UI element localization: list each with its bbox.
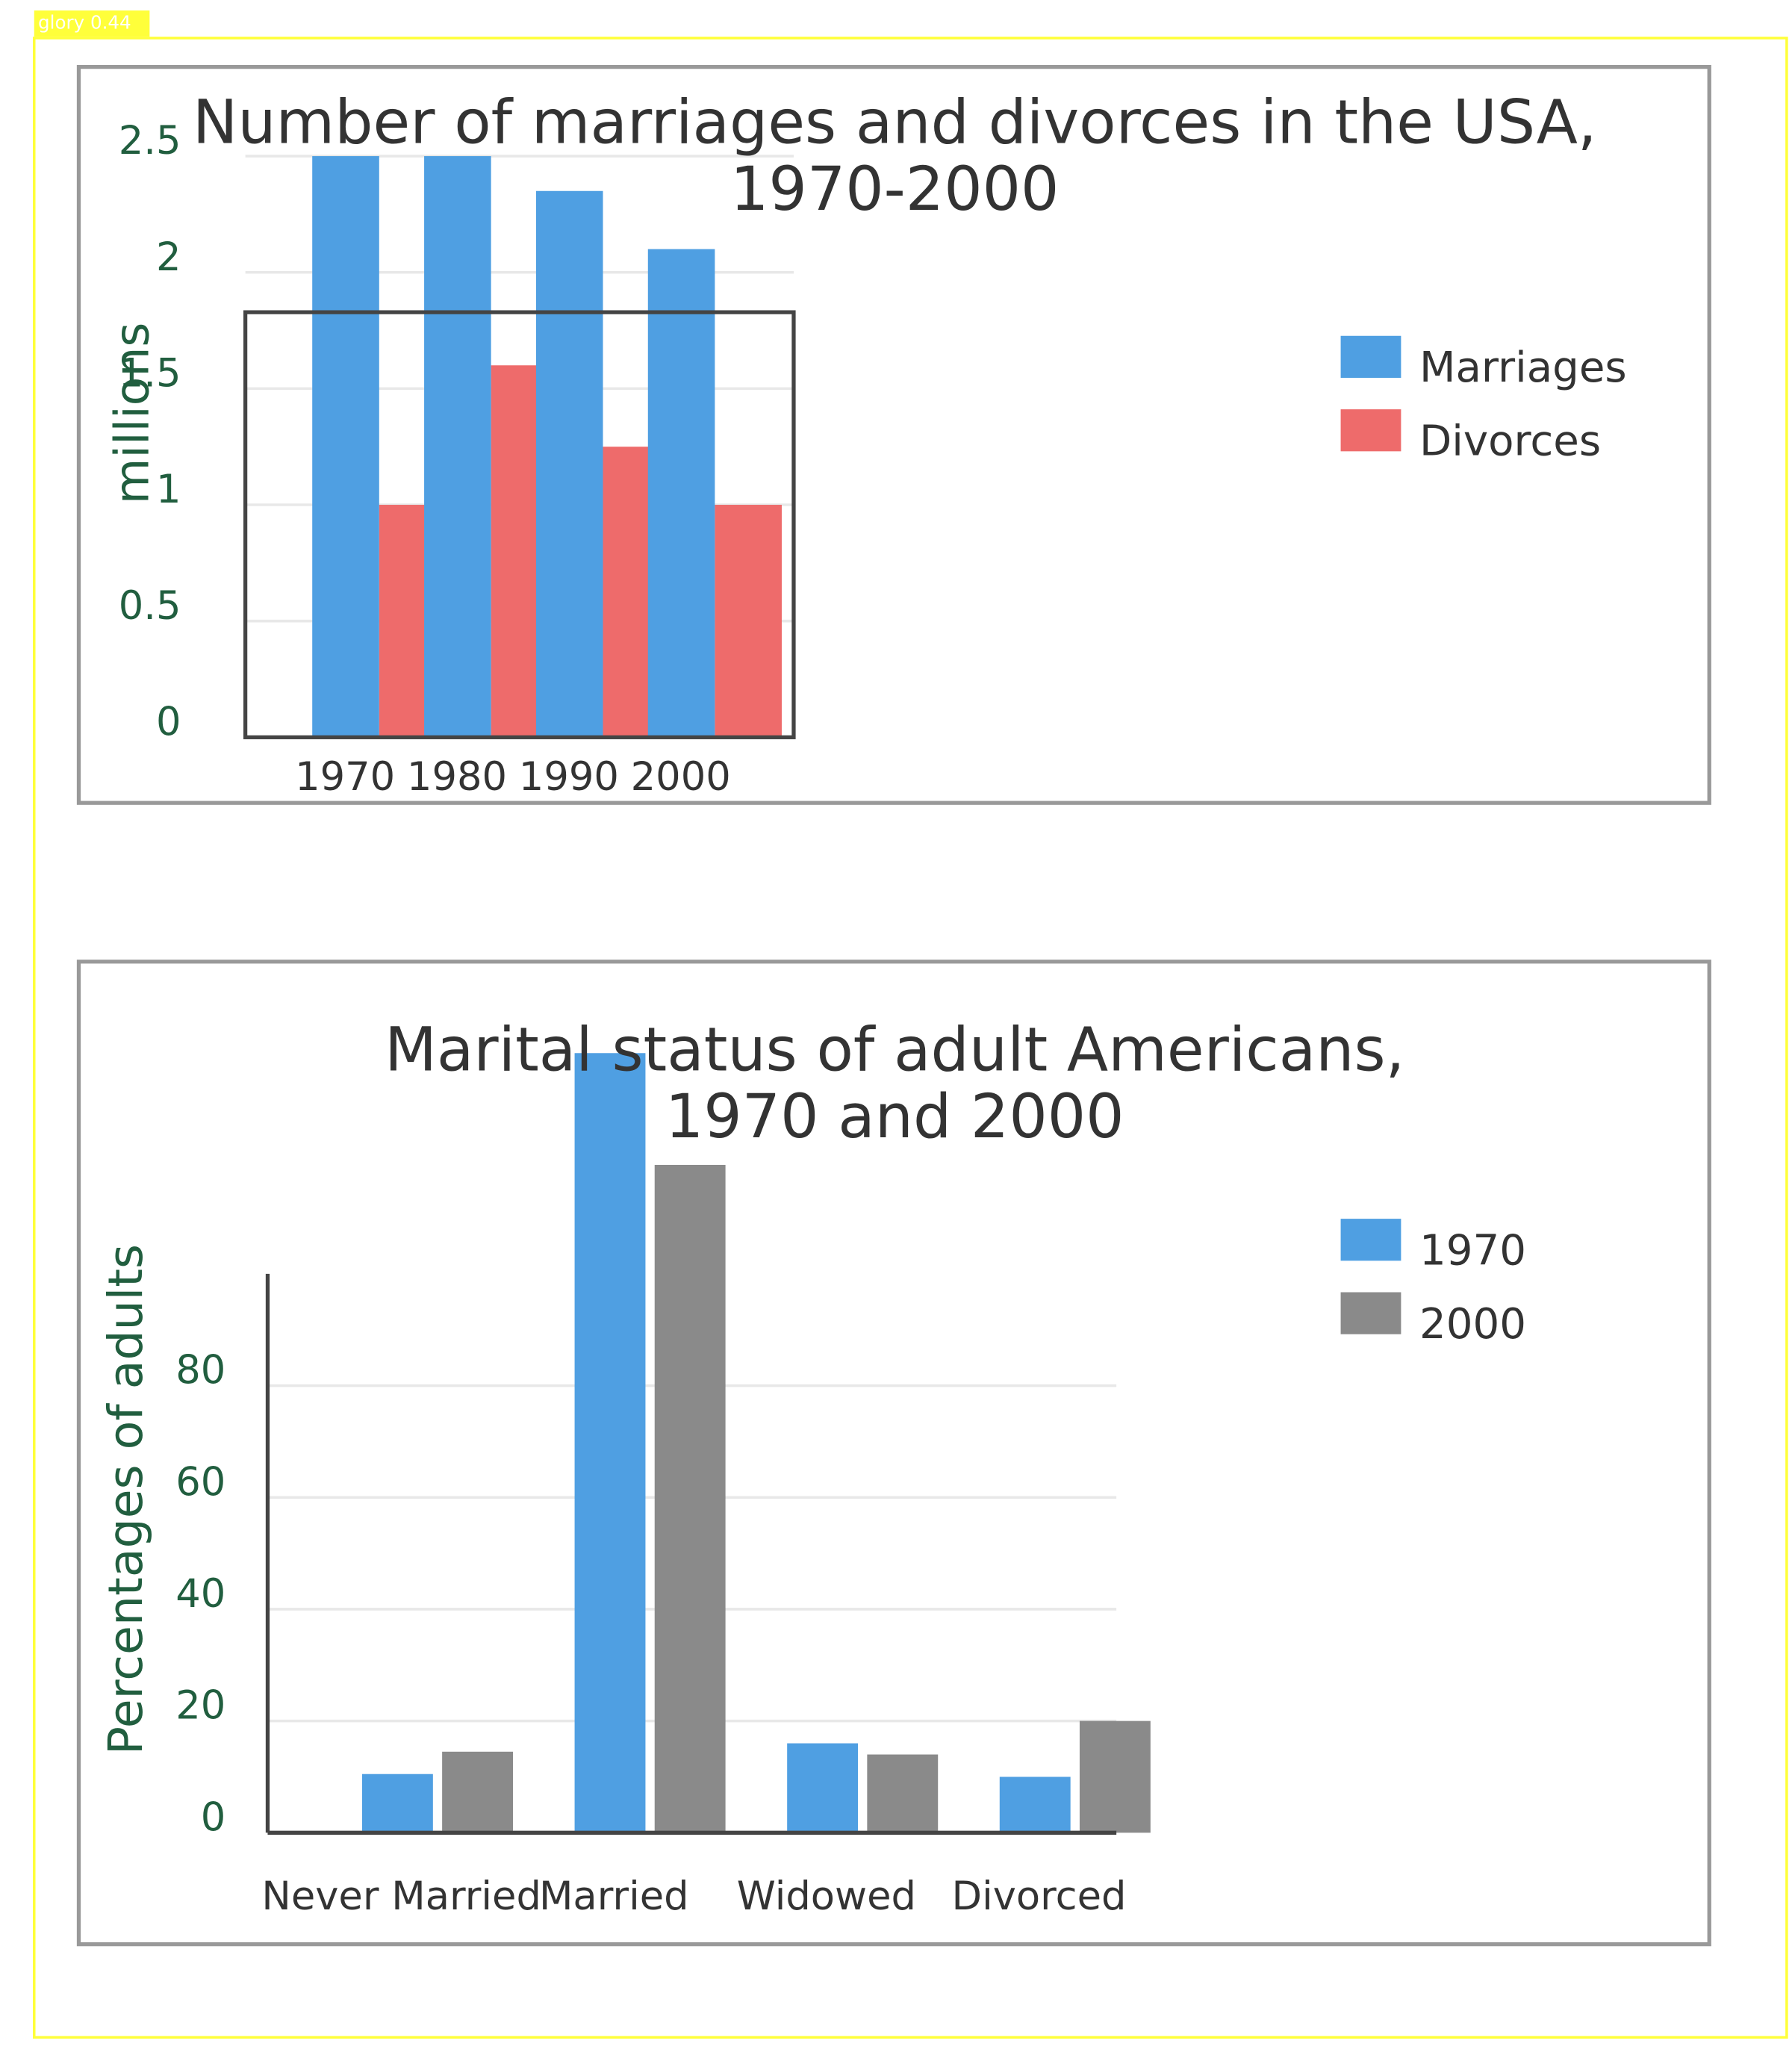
legend-label: 2000 [1419,1300,1526,1349]
bar [999,1776,1071,1833]
y-tick-label: 40 [175,1571,225,1617]
y-axis-title: Percentages of adults [98,1244,153,1755]
x-tick-label: Married [539,1874,689,1919]
bar [787,1743,859,1833]
chart-title-box: Number of marriages and divorces in the … [192,89,1597,225]
bar [715,505,782,738]
chart-title-box: Marital status of adult Americans, 1970 … [385,1016,1405,1152]
legend-label: 1970 [1419,1226,1526,1275]
bar [574,1053,646,1833]
y-tick-label: 0 [156,699,181,744]
x-tick-label: 2000 [631,754,731,800]
legend-swatch [1340,1219,1401,1261]
chart-title: Number of marriages and divorces in the … [192,89,1597,225]
legend-swatch [1340,335,1401,378]
y-tick-label: 1.5 [119,350,181,396]
y-tick-label: 2 [156,234,181,280]
legend-swatch [1340,409,1401,452]
x-tick-label: Divorced [952,1874,1127,1919]
y-tick-label: 20 [175,1683,225,1729]
bar [312,156,379,738]
y-tick-label: 60 [175,1459,225,1505]
x-tick-label: 1990 [519,754,619,800]
detection-label: glory 0.44 [38,12,131,34]
bar [654,1164,726,1833]
x-tick-label: 1980 [407,754,507,800]
x-tick-label: Never Married [261,1874,541,1919]
plot-frame [243,310,796,739]
y-tick-label: 80 [175,1348,225,1393]
bar [361,1774,433,1833]
y-axis-title: millions [105,323,160,505]
legend-label: Marriages [1419,344,1627,392]
bar [424,156,491,738]
y-tick-label: 0 [201,1794,226,1840]
detection-box [32,37,1788,2039]
bar [1079,1720,1151,1833]
legend-swatch [1340,1292,1401,1334]
y-tick-label: 1 [156,467,181,512]
x-tick-label: Widowed [737,1874,916,1919]
bar [867,1754,939,1833]
chart-title: Marital status of adult Americans, 1970 … [385,1016,1405,1152]
bar [535,190,603,738]
legend-label: Divorces [1419,417,1601,465]
bar [442,1751,514,1833]
x-tick-label: 1970 [295,754,395,800]
panel [76,960,1711,1947]
panel [76,64,1711,805]
bar [647,249,715,738]
y-tick-label: 0.5 [119,583,181,629]
detection-label-bg [34,10,150,37]
y-tick-label: 2.5 [119,118,181,164]
